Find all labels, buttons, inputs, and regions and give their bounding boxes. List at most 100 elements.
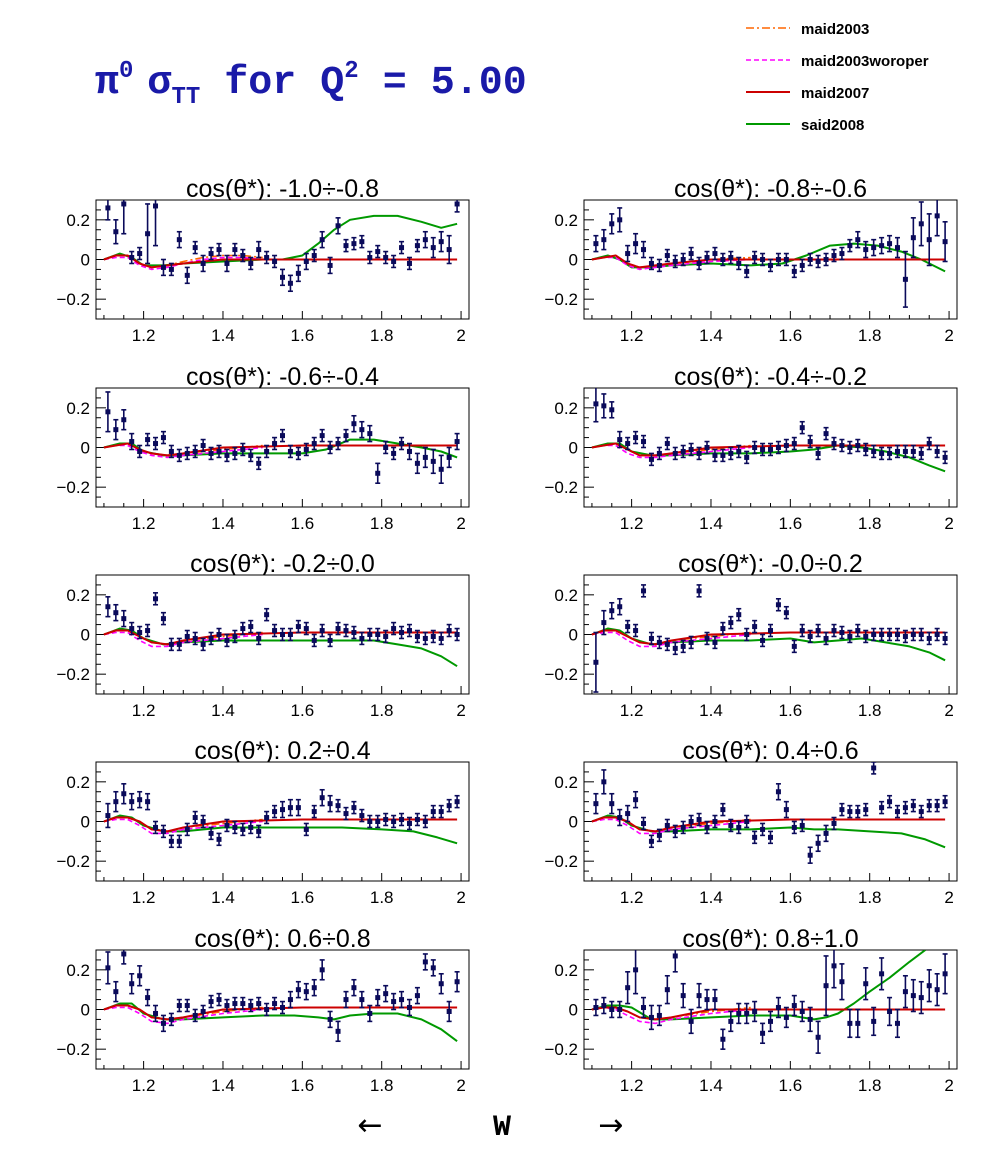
data-marker <box>272 809 278 815</box>
data-marker <box>153 824 159 830</box>
data-marker <box>617 604 623 610</box>
data-marker <box>160 616 166 622</box>
data-marker <box>129 439 135 445</box>
data-point <box>121 609 127 628</box>
data-marker <box>160 1020 166 1026</box>
data-marker <box>327 262 333 268</box>
data-marker <box>633 797 639 803</box>
data-point <box>720 448 726 463</box>
data-point <box>200 1004 206 1019</box>
data-point <box>168 637 174 652</box>
data-point <box>168 444 174 459</box>
series-line-maid2007 <box>103 254 458 269</box>
data-marker <box>712 639 718 645</box>
data-marker <box>918 995 924 1001</box>
data-point <box>399 240 405 255</box>
data-point <box>232 820 238 835</box>
data-marker <box>807 1016 813 1022</box>
data-point <box>593 998 599 1017</box>
panel-title: cos(θ*): 0.2÷0.4 <box>194 737 370 765</box>
x-tick-label: 1.2 <box>620 514 644 533</box>
data-marker <box>295 805 301 811</box>
data-point <box>894 627 900 642</box>
data-point <box>934 444 940 459</box>
data-point <box>287 990 293 1009</box>
data-marker <box>696 817 702 823</box>
data-point <box>359 420 365 439</box>
data-marker <box>815 450 821 456</box>
data-marker <box>656 1012 662 1018</box>
data-point <box>129 972 135 995</box>
data-marker <box>791 268 797 274</box>
data-marker <box>831 253 837 259</box>
data-marker <box>311 809 317 815</box>
data-point <box>823 955 829 1017</box>
data-marker <box>359 813 365 819</box>
data-marker <box>184 633 190 639</box>
data-marker <box>744 819 750 824</box>
data-marker <box>335 223 341 229</box>
data-marker <box>105 409 111 415</box>
data-marker <box>887 1008 893 1014</box>
data-marker <box>863 446 869 452</box>
data-point <box>399 436 405 451</box>
data-marker <box>121 417 127 423</box>
data-marker <box>168 641 174 647</box>
data-marker <box>633 241 639 247</box>
data-marker <box>121 951 127 957</box>
data-marker <box>736 824 742 830</box>
data-marker <box>736 1010 742 1016</box>
y-tick-label: 0 <box>569 1001 578 1020</box>
data-marker <box>375 995 381 1001</box>
data-marker <box>200 260 206 266</box>
data-point <box>617 430 623 449</box>
y-tick-label: 0 <box>81 1001 90 1020</box>
data-marker <box>264 448 270 454</box>
data-point <box>688 635 694 650</box>
data-point <box>831 623 837 638</box>
x-tick-label: 2 <box>456 514 465 533</box>
y-tick-label: 0.2 <box>66 399 90 418</box>
data-marker <box>113 799 119 805</box>
data-point <box>446 234 452 265</box>
data-marker <box>303 446 309 452</box>
data-point <box>656 635 662 650</box>
data-marker <box>129 255 135 261</box>
x-tick-label: 1.6 <box>779 888 803 907</box>
data-marker <box>744 632 750 637</box>
data-point <box>240 442 246 457</box>
data-marker <box>744 1010 750 1016</box>
panel-plot-area <box>103 783 460 849</box>
data-marker <box>799 1008 805 1014</box>
data-marker <box>894 809 900 815</box>
data-marker <box>625 985 631 991</box>
data-marker <box>633 967 639 973</box>
data-point <box>319 230 325 249</box>
x-tick-label: 1.8 <box>370 888 394 907</box>
x-tick-label: 2 <box>944 701 953 720</box>
panel-plot-area <box>103 592 460 668</box>
data-point <box>871 1006 877 1037</box>
data-marker <box>879 243 885 249</box>
data-marker <box>430 965 436 971</box>
data-marker <box>137 797 143 803</box>
data-marker <box>399 997 405 1003</box>
data-point <box>343 428 349 443</box>
data-marker <box>160 435 166 441</box>
data-marker <box>760 446 766 452</box>
data-marker <box>728 822 734 828</box>
y-tick-label: 0.2 <box>66 211 90 230</box>
data-point <box>208 246 214 261</box>
data-point <box>303 982 309 1001</box>
data-marker <box>823 257 829 262</box>
data-marker <box>720 452 726 458</box>
data-marker <box>454 799 460 805</box>
panel-plot-area <box>591 200 948 308</box>
data-point <box>847 804 853 819</box>
data-marker <box>105 965 111 971</box>
data-marker <box>454 632 460 637</box>
data-marker <box>113 229 119 235</box>
data-point <box>696 584 702 598</box>
data-point <box>153 436 159 451</box>
data-marker <box>831 628 837 634</box>
